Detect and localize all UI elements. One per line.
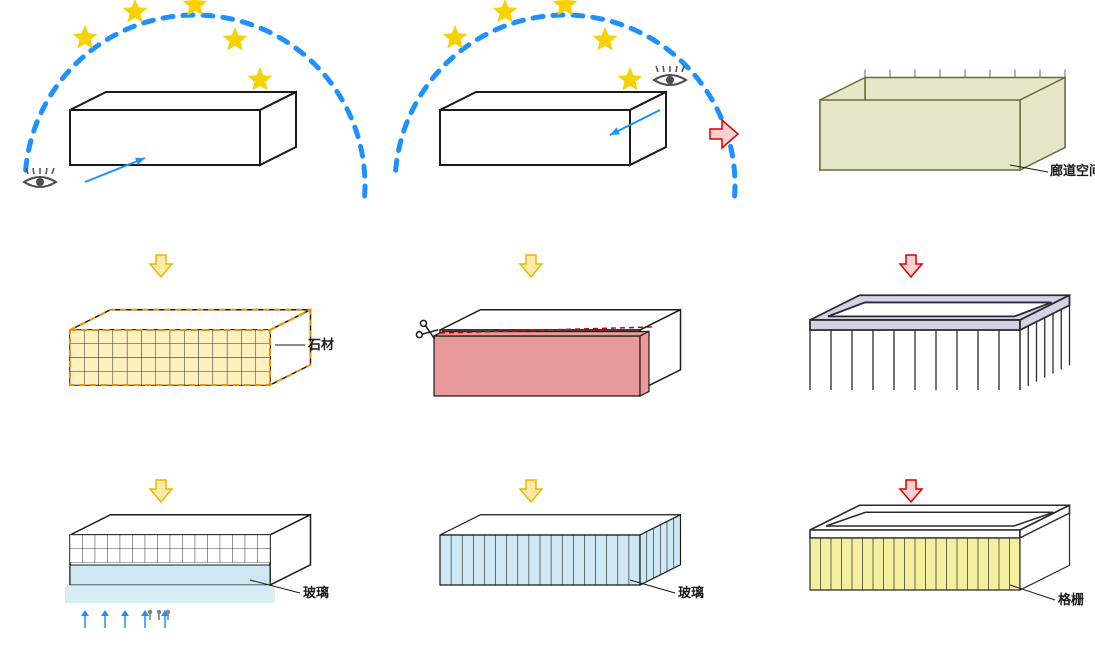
flow-arrow-down [150, 480, 176, 506]
star-icon [443, 25, 468, 49]
diagram-c22: 格栅 [760, 520, 1080, 660]
star-icon [618, 67, 643, 91]
diagram-c00 [30, 0, 350, 230]
label-glass: 玻璃 [303, 585, 329, 600]
star-icon [593, 27, 618, 51]
flow-arrow-down [520, 480, 546, 506]
star-icon [223, 27, 248, 51]
diagram-c21: 玻璃 [400, 520, 720, 660]
eye-icon [24, 168, 56, 187]
diagram-c02: 廊道空间 [760, 0, 1080, 230]
star-icon [493, 0, 518, 23]
label-glass: 玻璃 [678, 585, 704, 600]
flow-arrow-down [150, 255, 176, 281]
star-icon [123, 0, 148, 23]
flow-arrow-right [710, 120, 742, 152]
label-corridor: 廊道空间 [1050, 163, 1095, 178]
diagram-c10: 石材 [30, 300, 350, 490]
label-stone: 石材 [307, 337, 334, 352]
diagram-c20: 玻璃 [30, 520, 350, 660]
diagram-c12 [760, 300, 1080, 490]
diagram-c01 [400, 0, 720, 230]
label-grille: 格栅 [1058, 592, 1084, 607]
star-icon [248, 67, 273, 91]
star-icon [73, 25, 98, 49]
eye-icon [654, 66, 686, 85]
diagram-c11 [400, 300, 720, 490]
flow-arrow-down [900, 255, 926, 281]
flow-arrow-down [520, 255, 546, 281]
flow-arrow-down [900, 480, 926, 506]
